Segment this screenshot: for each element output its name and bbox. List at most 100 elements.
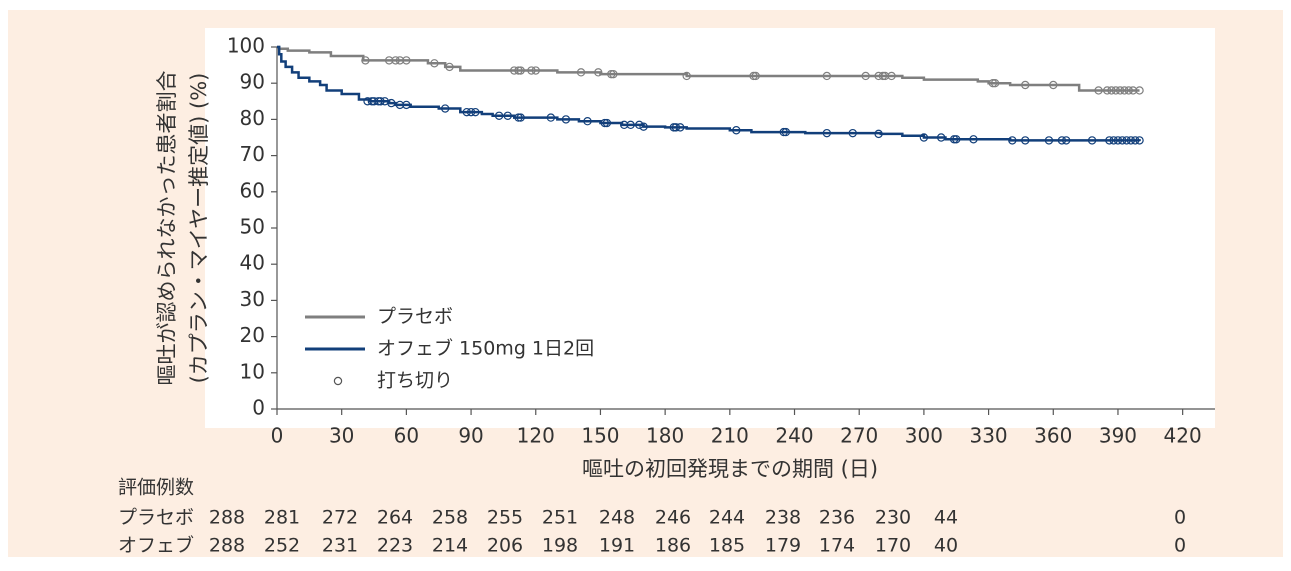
risk-count: 231 xyxy=(322,535,358,557)
risk-count: 0 xyxy=(1174,535,1186,557)
y-label-line: 嘔吐が認められなかった患者割合 xyxy=(155,71,179,386)
censor-mark xyxy=(609,69,618,79)
x-tick-label: 0 xyxy=(271,424,284,448)
risk-count: 223 xyxy=(377,535,413,557)
censor-mark xyxy=(1124,86,1133,95)
censor-mark xyxy=(682,71,691,81)
y-tick-label: 90 xyxy=(240,70,265,94)
censor-mark xyxy=(387,98,396,108)
risk-count: 186 xyxy=(655,535,691,557)
y-tick-label: 10 xyxy=(240,359,265,383)
risk-table-title: 評価例数 xyxy=(118,477,194,499)
risk-count: 281 xyxy=(264,507,300,529)
censor-mark xyxy=(874,71,883,81)
risk-count: 244 xyxy=(709,507,745,529)
censor-mark xyxy=(509,66,519,75)
x-tick-label: 210 xyxy=(711,424,749,448)
censor-mark xyxy=(848,128,857,138)
censor-mark xyxy=(1109,136,1118,145)
risk-count: 264 xyxy=(377,507,413,529)
censor-mark xyxy=(822,71,832,81)
x-tick-label: 240 xyxy=(775,424,813,448)
censor-mark xyxy=(1115,86,1125,95)
censor-mark xyxy=(1062,136,1071,145)
censor-mark xyxy=(1044,136,1054,145)
censor-mark xyxy=(462,107,471,117)
censor-mark xyxy=(1094,86,1103,95)
y-tick-label: 100 xyxy=(227,34,265,58)
censor-mark xyxy=(626,120,635,130)
risk-count: 230 xyxy=(875,507,911,529)
censor-mark xyxy=(952,135,961,144)
risk-count: 236 xyxy=(819,507,855,529)
y-tick-label: 80 xyxy=(240,106,265,130)
censor-mark xyxy=(503,111,512,120)
censor-mark xyxy=(1131,136,1140,145)
censor-mark xyxy=(494,111,504,120)
risk-count: 40 xyxy=(934,535,958,557)
risk-count: 170 xyxy=(875,535,911,557)
risk-count: 248 xyxy=(599,507,635,529)
censor-mark xyxy=(1087,136,1097,145)
legend-label: プラセボ xyxy=(377,306,453,328)
legend-label: 打ち切り xyxy=(377,370,453,392)
censor-mark xyxy=(1122,136,1131,145)
risk-count: 174 xyxy=(819,535,855,557)
censor-mark xyxy=(430,59,439,68)
censor-mark xyxy=(561,115,571,124)
censor-mark xyxy=(361,56,370,65)
censor-mark xyxy=(887,71,896,81)
censor-mark xyxy=(1128,86,1138,95)
y-tick-label: 60 xyxy=(240,178,265,202)
censor-mark xyxy=(1126,136,1136,145)
censor-mark xyxy=(531,66,540,75)
x-tick-label: 30 xyxy=(329,424,354,448)
censor-mark xyxy=(1113,136,1123,145)
censor-mark xyxy=(639,122,648,131)
censor-mark xyxy=(516,66,525,75)
risk-count: 258 xyxy=(432,507,468,529)
censor-mark xyxy=(676,123,685,132)
censor-mark xyxy=(1111,86,1121,95)
censor-mark xyxy=(1135,136,1144,145)
censor-mark xyxy=(527,66,536,75)
censor-mark xyxy=(402,100,411,110)
risk-count: 246 xyxy=(655,507,691,529)
censor-mark xyxy=(822,128,832,138)
censor-mark xyxy=(1118,136,1127,145)
censor-mark xyxy=(594,68,603,77)
risk-count: 0 xyxy=(1174,507,1186,529)
risk-count: 198 xyxy=(542,535,578,557)
risk-count: 238 xyxy=(765,507,801,529)
censor-mark xyxy=(936,133,946,142)
censor-mark xyxy=(395,100,405,110)
censor-mark xyxy=(440,104,450,113)
risk-count: 185 xyxy=(709,535,745,557)
censor-mark xyxy=(1107,86,1116,95)
censor-mark xyxy=(880,71,890,81)
censor-mark xyxy=(391,56,400,65)
x-tick-label: 300 xyxy=(905,424,943,448)
plot-background xyxy=(205,28,1215,428)
risk-row-label: オフェブ xyxy=(118,534,194,557)
y-label-line: (カプラン・マイヤー推定値) (%) xyxy=(187,73,211,384)
x-tick-label: 360 xyxy=(1034,424,1072,448)
km-curve xyxy=(277,45,1140,92)
risk-count: 206 xyxy=(487,535,523,557)
x-tick-label: 90 xyxy=(458,424,483,448)
censor-mark xyxy=(583,117,592,126)
censor-mark xyxy=(990,78,1000,88)
x-tick-label: 150 xyxy=(581,424,619,448)
censor-mark xyxy=(732,126,741,135)
risk-count: 272 xyxy=(322,507,358,529)
y-axis-title: 嘔吐が認められなかった患者割合 (カプラン・マイヤー推定値) (%) xyxy=(155,71,211,386)
censor-mark xyxy=(466,107,476,117)
censor-mark xyxy=(619,120,629,130)
censor-mark xyxy=(1105,136,1114,145)
censor-mark xyxy=(969,135,978,144)
y-tick-label: 50 xyxy=(240,215,265,239)
risk-count: 251 xyxy=(542,507,578,529)
censor-mark xyxy=(445,62,454,72)
risk-count: 214 xyxy=(432,535,468,557)
